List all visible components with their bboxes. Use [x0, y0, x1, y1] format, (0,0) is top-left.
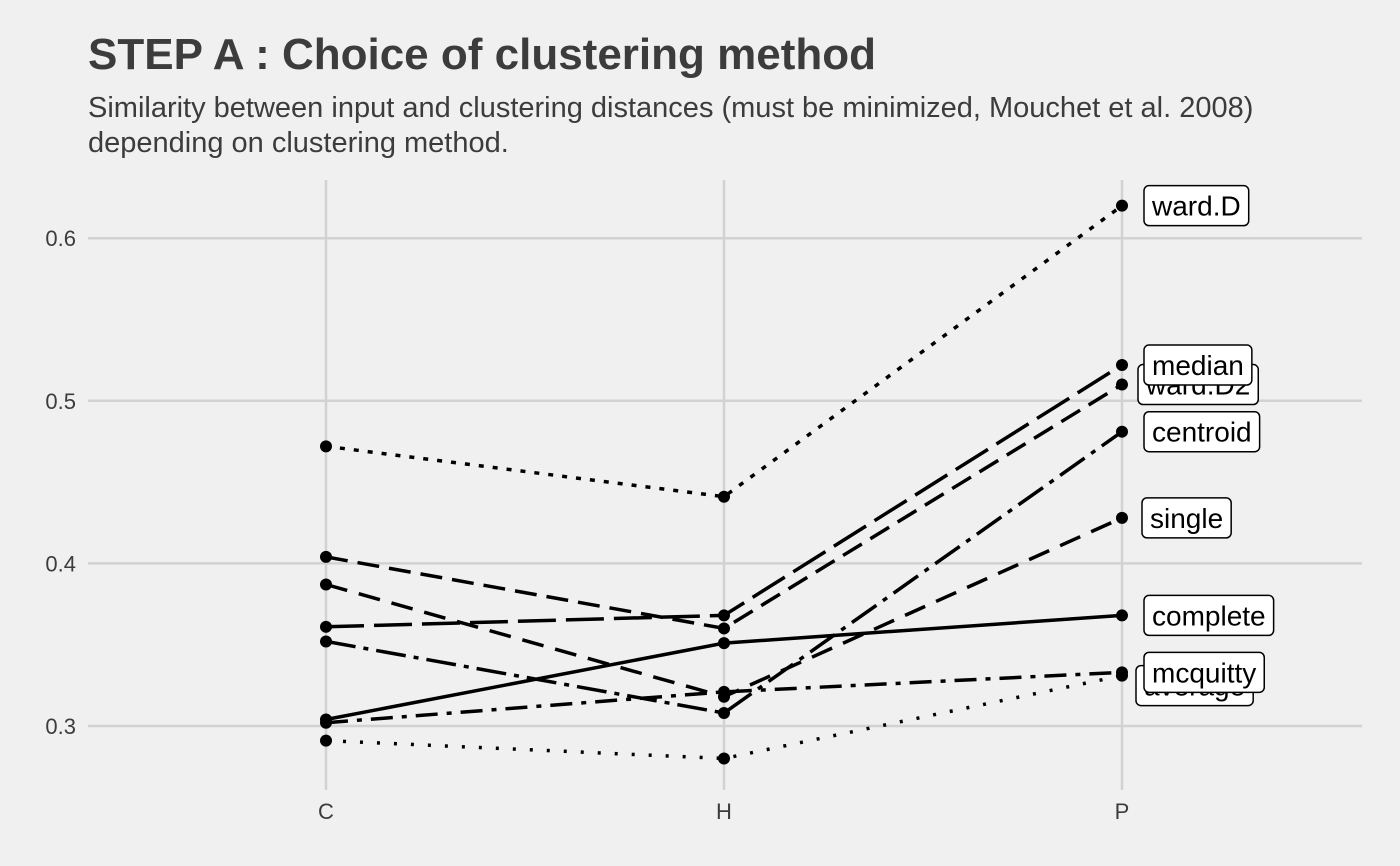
- series-line: [325, 430, 1124, 715]
- series-point: [320, 578, 332, 591]
- series-point: [320, 620, 332, 633]
- series-point: [320, 440, 332, 453]
- y-tick-label: 0.3: [45, 714, 76, 739]
- y-tick-labels: 0.3 0.4 0.5 0.6: [45, 226, 76, 739]
- x-tick-label: C: [318, 799, 334, 824]
- series-point: [718, 622, 730, 635]
- series-label: single: [1141, 497, 1232, 539]
- x-tick-label: H: [716, 799, 732, 824]
- series-label: median: [1143, 344, 1253, 386]
- series-point: [1116, 609, 1128, 622]
- series-point: [1116, 199, 1128, 212]
- series-point: [718, 637, 730, 650]
- series-label: complete: [1143, 594, 1275, 637]
- series-label-box: [1143, 184, 1250, 227]
- series-label: centroid: [1143, 410, 1261, 453]
- series-point: [1116, 359, 1128, 372]
- series-point: [718, 609, 730, 622]
- series-point: [718, 490, 730, 503]
- series-point: [718, 685, 730, 698]
- series-label-text: centroid: [1152, 417, 1252, 448]
- chart-subtitle: Similarity between input and clustering …: [88, 91, 1398, 161]
- series-labels: averagemcquittycompletesinglecentroidwar…: [1135, 184, 1275, 707]
- series-label: ward.D: [1143, 184, 1250, 227]
- series-point: [1116, 425, 1128, 438]
- series-label-box: [1143, 651, 1265, 694]
- series-label-box: [1143, 410, 1261, 453]
- series-label-box: [1143, 344, 1253, 386]
- series-label-text: median: [1152, 350, 1244, 381]
- series-point: [320, 716, 332, 729]
- series-label-text: ward.D: [1151, 191, 1241, 222]
- series-line: [325, 204, 1124, 499]
- x-tick-label: P: [1115, 799, 1130, 824]
- series-point: [1116, 511, 1128, 524]
- series-label-text: complete: [1152, 600, 1266, 631]
- series-label-text: mcquitty: [1152, 657, 1256, 688]
- series-point: [320, 635, 332, 648]
- series-point: [1116, 378, 1128, 391]
- y-tick-label: 0.4: [45, 551, 76, 576]
- chart-title: STEP A : Choice of clustering method: [88, 30, 877, 79]
- series-point: [320, 550, 332, 563]
- series-label-text: single: [1150, 503, 1223, 534]
- series-label-box: [1143, 594, 1275, 637]
- series-point: [320, 734, 332, 747]
- series-label: mcquitty: [1143, 651, 1265, 694]
- series-label-box: [1141, 497, 1232, 539]
- series-point: [1116, 669, 1128, 682]
- series-line: [325, 670, 1123, 725]
- series-points: [320, 199, 1128, 765]
- chart-subtitle-line-2: depending on clustering method.: [88, 127, 509, 159]
- series-point: [718, 706, 730, 719]
- series-point: [718, 752, 730, 765]
- y-tick-label: 0.6: [45, 226, 76, 251]
- chart-subtitle-line-1: Similarity between input and clustering …: [88, 92, 1254, 124]
- y-tick-label: 0.5: [45, 389, 76, 414]
